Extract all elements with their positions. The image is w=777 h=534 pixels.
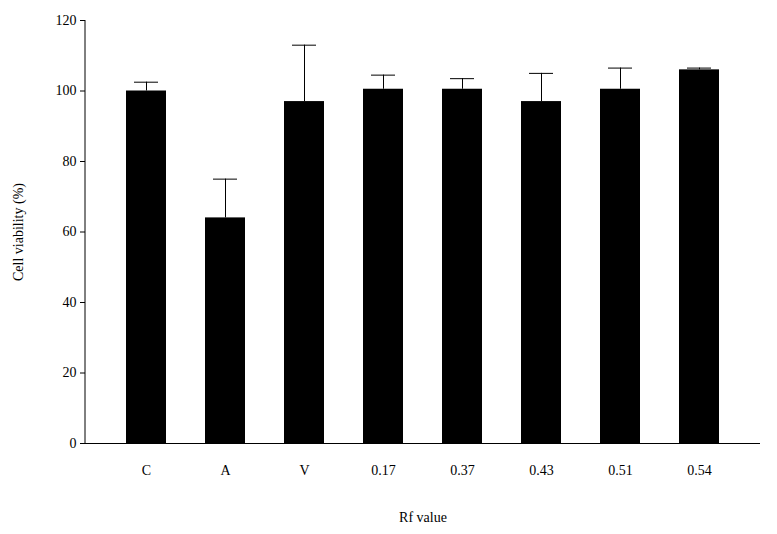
svg-text:0.37: 0.37 <box>450 463 475 478</box>
svg-text:40: 40 <box>63 295 77 310</box>
svg-text:0.51: 0.51 <box>608 463 633 478</box>
svg-text:V: V <box>299 463 309 478</box>
svg-text:0: 0 <box>70 436 77 451</box>
svg-text:0.17: 0.17 <box>371 463 396 478</box>
svg-text:0.43: 0.43 <box>529 463 554 478</box>
svg-text:Rf value: Rf value <box>399 510 447 525</box>
svg-text:20: 20 <box>63 365 77 380</box>
svg-text:C: C <box>142 463 151 478</box>
svg-text:120: 120 <box>56 13 77 28</box>
svg-text:0.54: 0.54 <box>687 463 712 478</box>
svg-text:Cell viability (%): Cell viability (%) <box>11 183 27 281</box>
svg-text:60: 60 <box>63 224 77 239</box>
svg-text:80: 80 <box>63 154 77 169</box>
svg-text:100: 100 <box>56 83 77 98</box>
svg-text:A: A <box>220 463 231 478</box>
